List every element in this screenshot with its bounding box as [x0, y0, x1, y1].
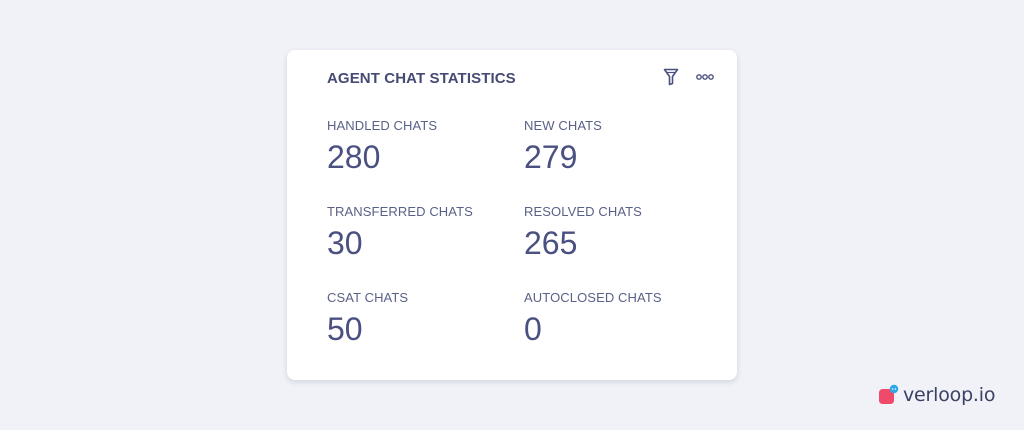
stat-value: 280	[327, 139, 381, 175]
filter-icon[interactable]	[663, 68, 679, 86]
stat-csat-chats: CSAT CHATS 50	[327, 290, 408, 347]
agent-chat-statistics-card: AGENT CHAT STATISTICS HANDLED CHATS 280 …	[287, 50, 737, 380]
stat-handled-chats: HANDLED CHATS 280	[327, 118, 437, 175]
stat-value: 50	[327, 311, 363, 347]
verloop-logo-icon	[879, 384, 899, 404]
stat-autoclosed-chats: AUTOCLOSED CHATS 0	[524, 290, 662, 347]
card-title: AGENT CHAT STATISTICS	[327, 70, 516, 87]
verloop-brand: verloop.io	[879, 382, 995, 408]
stat-label: TRANSFERRED CHATS	[327, 204, 473, 219]
stat-resolved-chats: RESOLVED CHATS 265	[524, 204, 642, 261]
stat-value: 279	[524, 139, 578, 175]
stat-transferred-chats: TRANSFERRED CHATS 30	[327, 204, 473, 261]
stat-value: 265	[524, 225, 578, 261]
stat-value: 0	[524, 311, 542, 347]
stat-label: AUTOCLOSED CHATS	[524, 290, 662, 305]
brand-name: verloop.io	[903, 384, 996, 406]
stat-label: RESOLVED CHATS	[524, 204, 642, 219]
stat-label: CSAT CHATS	[327, 290, 409, 305]
more-options-icon[interactable]	[696, 71, 714, 83]
stat-label: NEW CHATS	[524, 118, 602, 133]
stat-value: 30	[327, 225, 363, 261]
stat-label: HANDLED CHATS	[327, 118, 438, 133]
stat-new-chats: NEW CHATS 279	[524, 118, 602, 175]
